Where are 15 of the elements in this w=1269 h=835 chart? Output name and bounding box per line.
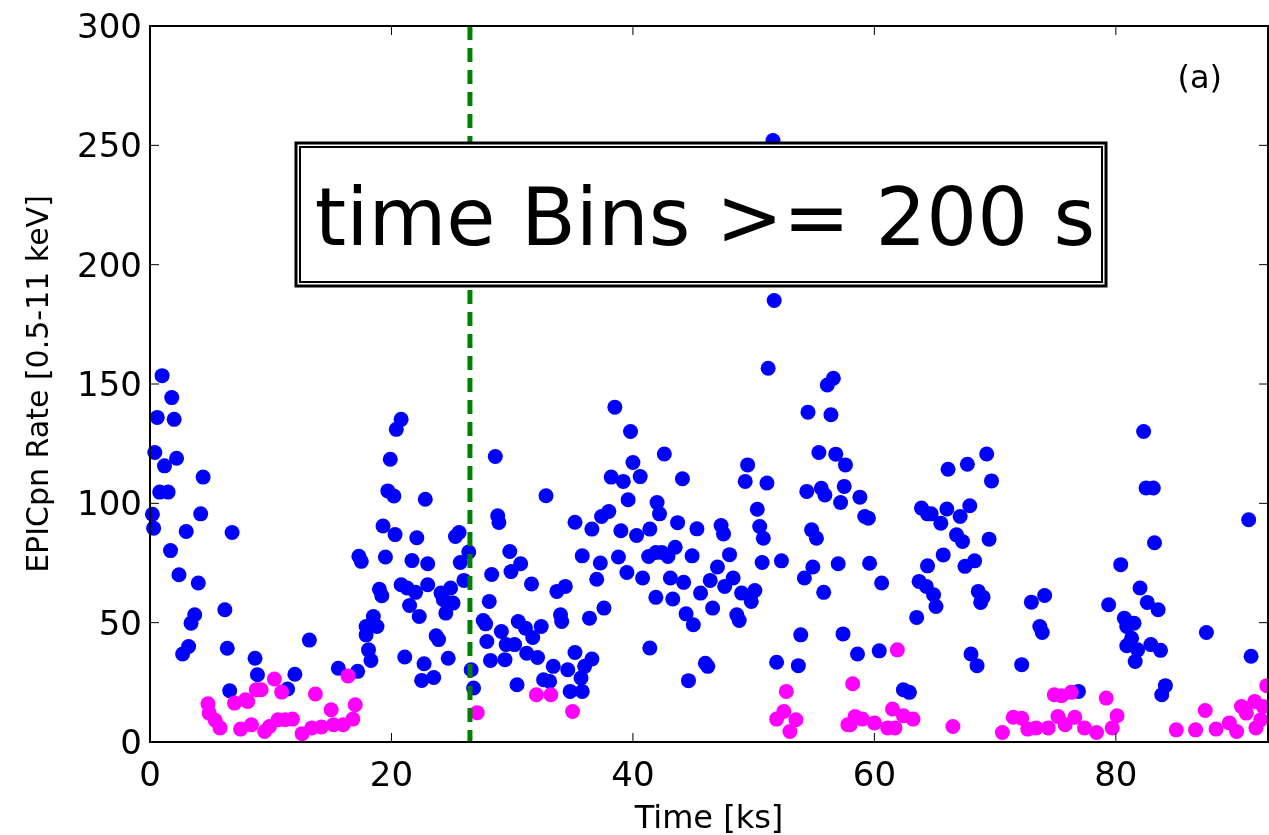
annotation: time Bins >= 200 s [314,171,1096,264]
y-tick-label: 100 [77,483,142,524]
x-tick-label: 60 [852,754,897,794]
annotation: (a) [1177,58,1222,96]
x-tick-label: 80 [1094,754,1138,794]
y-tick-label: 300 [77,5,142,46]
y-axis-title: EPICpn Rate [0.5-11 keV] [20,195,55,573]
y-tick-label: 150 [77,363,142,404]
y-tick-label: 200 [77,244,142,285]
y-tick-label: 0 [120,721,142,762]
y-tick-label: 50 [98,602,142,643]
x-tick-label: 40 [611,754,655,794]
y-tick-label: 250 [77,125,142,166]
x-tick-label: 20 [369,754,414,794]
x-axis-title: Time [ks] [633,798,784,835]
